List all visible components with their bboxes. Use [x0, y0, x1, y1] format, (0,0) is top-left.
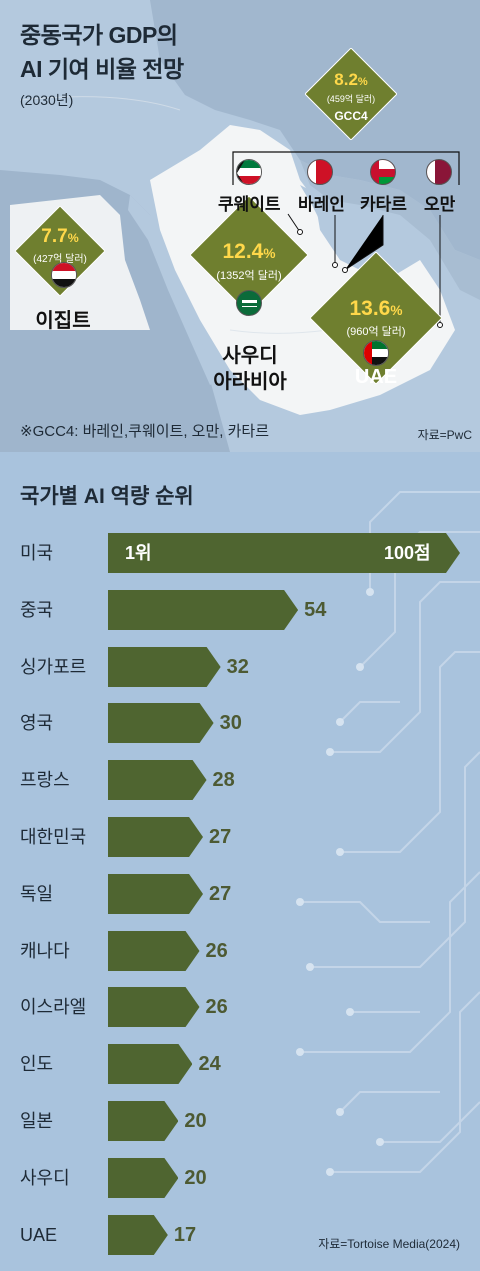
- bar: [108, 703, 214, 744]
- bar: [108, 873, 204, 914]
- value-label: 30: [219, 712, 242, 735]
- value-label: 32: [226, 655, 249, 678]
- category-label: UAE: [20, 1224, 58, 1245]
- category-label: 대한민국: [20, 827, 87, 847]
- bahrain-label: 바레인: [298, 195, 345, 214]
- bar: [108, 930, 200, 971]
- saudi-flag-icon: [236, 290, 262, 316]
- value-label: 54: [304, 598, 327, 621]
- uae-pct: 13.6%: [349, 297, 403, 320]
- kuwait-flag-icon: [236, 159, 262, 185]
- value-label: 20: [184, 1110, 207, 1132]
- egypt-amount: (427억 달러): [33, 254, 87, 265]
- bar-shape: [108, 1214, 168, 1255]
- value-label: 28: [212, 769, 235, 792]
- value-label: 24: [198, 1053, 221, 1076]
- bar-shape: [108, 646, 221, 687]
- egypt-label: 이집트: [35, 310, 91, 332]
- category-label: 이스라엘: [20, 997, 87, 1018]
- bar-shape: [108, 760, 207, 801]
- category-label: 캐나다: [20, 940, 70, 961]
- bar: [108, 533, 460, 573]
- gdp-map-panel: 중동국가 GDP의 AI 기여 비율 전망 (2030년) 8.2% (459억…: [0, 0, 480, 452]
- map-source: 자료=PwC: [417, 428, 472, 442]
- category-label: 사우디: [20, 1167, 70, 1188]
- oman-label: 오만: [424, 195, 456, 214]
- category-label: 프랑스: [20, 770, 70, 791]
- category-label: 미국: [20, 543, 54, 563]
- bar-shape: [108, 1101, 179, 1141]
- uae-flag-icon: [363, 340, 389, 366]
- bar-shape: [108, 589, 299, 630]
- uae-diamond: 13.6% (960억 달러) UAE: [310, 252, 442, 388]
- bar-shape: [108, 533, 460, 573]
- page-title: 중동국가 GDP의 AI 기여 비율 전망: [20, 18, 184, 86]
- category-label: 일본: [20, 1111, 54, 1131]
- bar-shape: [108, 1157, 179, 1198]
- category-label: 인도: [20, 1054, 54, 1075]
- bar: [108, 760, 207, 801]
- value-label: 26: [205, 996, 228, 1019]
- year-subtitle: (2030년): [20, 92, 74, 108]
- value-label: 100점: [384, 543, 431, 563]
- top-rank-label: 1위: [125, 543, 152, 563]
- gcc4-diamond: 8.2% (459억 달러) GCC4: [305, 48, 397, 140]
- saudi-pct: 12.4%: [222, 240, 276, 263]
- gcc-footnote: ※GCC4: 바레인,쿠웨이트, 오만, 카타르: [20, 423, 270, 440]
- qatar-flag-icon: [426, 159, 452, 185]
- category-label: 중국: [20, 599, 54, 620]
- qatar-label: 카타르: [360, 195, 407, 214]
- value-label: 27: [209, 882, 232, 905]
- category-label: 독일: [20, 883, 54, 904]
- bar-shape: [108, 703, 214, 744]
- saudi-label: 사우디 아라비아: [200, 343, 300, 395]
- gcc4-pct: 8.2%: [334, 70, 368, 89]
- value-label: 17: [173, 1223, 197, 1246]
- circuit-pattern: [296, 491, 480, 1176]
- bahrain-flag-icon: [307, 159, 333, 185]
- value-label: 26: [205, 939, 228, 962]
- egypt-pct: 7.7%: [41, 226, 79, 247]
- bar: [108, 1044, 193, 1085]
- title-line-2: AI 기여 비율 전망: [20, 56, 184, 82]
- title-line-1: 중동국가 GDP의: [20, 22, 178, 48]
- value-label: 27: [209, 826, 232, 848]
- bar-shape: [108, 873, 204, 914]
- kuwait-label: 쿠웨이트: [218, 195, 281, 214]
- egypt-flag-icon: [51, 262, 77, 288]
- bar: [108, 589, 299, 630]
- category-label: 영국: [20, 713, 54, 734]
- saudi-label-line-1: 사우디: [222, 345, 278, 367]
- bar: [108, 1157, 179, 1198]
- saudi-amount: (1352억 달러): [216, 270, 282, 282]
- saudi-label-line-2: 아라비아: [213, 371, 287, 393]
- chart-source: 자료=Tortoise Media(2024): [318, 1237, 460, 1251]
- gcc4-label: GCC4: [334, 109, 368, 123]
- uae-label: UAE: [354, 366, 398, 388]
- bar-shape: [108, 987, 200, 1028]
- saudi-diamond: 12.4% (1352억 달러): [190, 196, 308, 314]
- bar: [108, 646, 221, 687]
- bar: [108, 1101, 179, 1141]
- value-label: 20: [184, 1166, 207, 1189]
- bar-shape: [108, 1044, 193, 1085]
- bar-shape: [108, 817, 204, 857]
- bar: [108, 987, 200, 1028]
- egypt-diamond: 7.7% (427억 달러): [15, 206, 105, 296]
- category-label: 싱가포르: [20, 656, 87, 677]
- bar-shape: [108, 930, 200, 971]
- uae-amount: (960억 달러): [346, 326, 406, 338]
- oman-flag-icon: [370, 159, 396, 185]
- bar: [108, 1214, 168, 1255]
- chart-title: 국가별 AI 역량 순위: [20, 485, 194, 508]
- bar: [108, 817, 204, 857]
- gcc4-amount: (459억 달러): [326, 94, 376, 104]
